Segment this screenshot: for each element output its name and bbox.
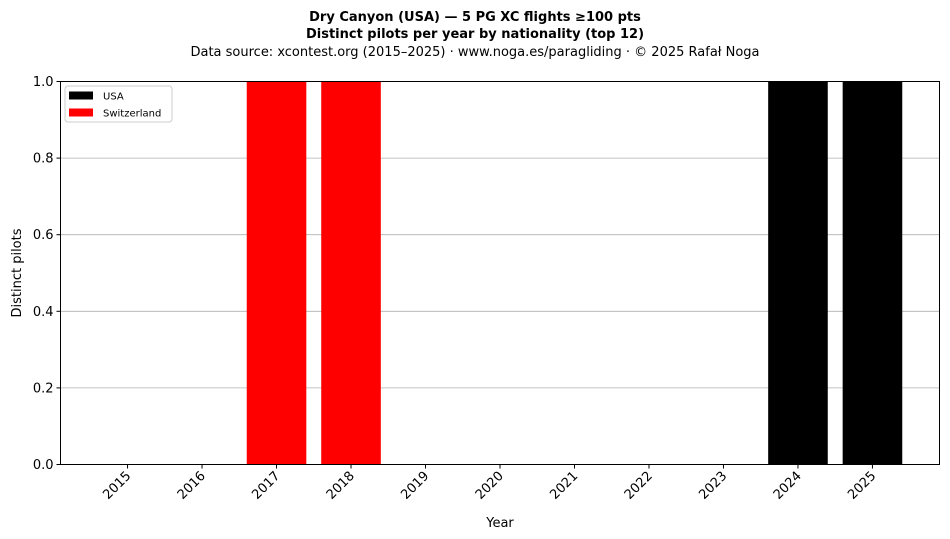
- x-tick-label: 2023: [696, 469, 730, 503]
- x-axis: 2015 2016 2017 2018 2019 2020 2021 2022 2023 2024…: [100, 464, 879, 503]
- x-tick-label: 2025: [845, 469, 879, 503]
- x-axis-label: Year: [485, 516, 514, 531]
- x-tick-label: 2024: [771, 469, 805, 503]
- legend-label-switzerland: Switzerland: [103, 109, 161, 120]
- legend-label-usa: USA: [103, 92, 124, 103]
- chart-title-line2: Distinct pilots per year by nationality …: [306, 27, 644, 42]
- x-tick-label: 2022: [622, 469, 656, 503]
- legend-swatch-switzerland: [69, 108, 93, 117]
- y-tick-label: 0.6: [33, 228, 54, 243]
- x-tick-label: 2016: [175, 469, 209, 503]
- y-tick-label: 0.0: [33, 458, 54, 473]
- x-tick-label: 2021: [547, 469, 581, 503]
- x-tick-label: 2019: [398, 469, 432, 503]
- bar-usa-2024: [768, 81, 828, 465]
- legend: USA Switzerland: [64, 85, 173, 123]
- chart-subtitle: Data source: xcontest.org (2015–2025) · …: [190, 45, 759, 60]
- x-tick-label: 2018: [324, 469, 358, 503]
- y-tick-label: 0.2: [33, 381, 54, 396]
- x-tick-label: 2017: [249, 469, 283, 503]
- bar-switzerland-2017: [246, 81, 307, 465]
- y-axis-label: Distinct pilots: [10, 228, 25, 317]
- chart-title-line1: Dry Canyon (USA) — 5 PG XC flights ≥100 …: [309, 10, 641, 25]
- x-tick-label: 2015: [100, 469, 134, 503]
- bar-switzerland-2018: [321, 81, 381, 465]
- y-tick-label: 0.4: [33, 305, 54, 320]
- y-tick-label: 1.0: [33, 75, 54, 90]
- y-axis: 0.0 0.2 0.4 0.6 0.8 1.0: [33, 75, 61, 473]
- y-tick-label: 0.8: [33, 152, 54, 167]
- bars: [246, 81, 903, 465]
- x-tick-label: 2020: [473, 469, 507, 503]
- bar-usa-2025: [842, 81, 903, 465]
- legend-swatch-usa: [69, 91, 93, 100]
